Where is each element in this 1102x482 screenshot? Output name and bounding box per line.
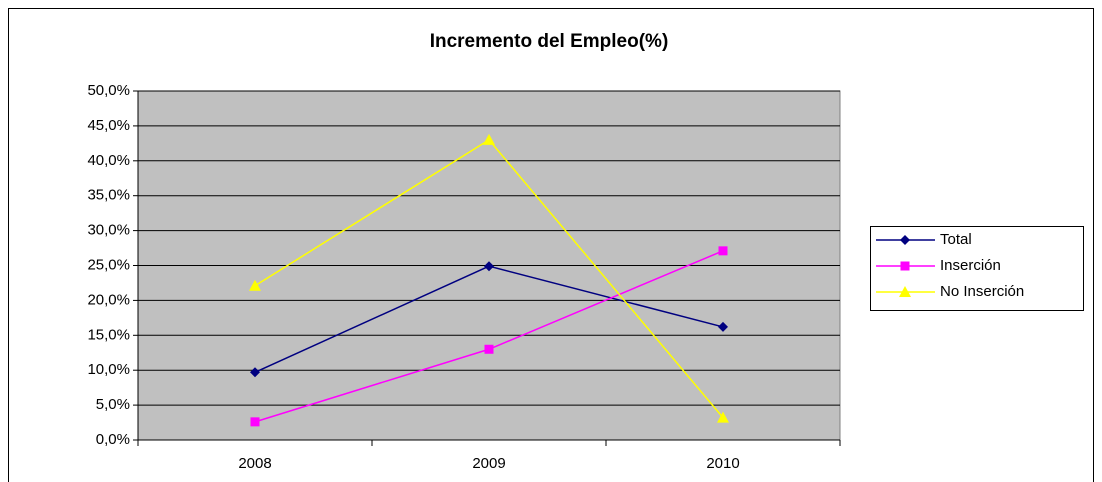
y-tick-label: 50,0% [87, 82, 130, 99]
marker [900, 261, 910, 271]
chart-title: Incremento del Empleo(%) [430, 31, 669, 52]
y-tick-label: 30,0% [87, 222, 130, 239]
y-tick-label: 5,0% [96, 396, 130, 413]
marker [250, 367, 260, 378]
y-tick-label: 10,0% [87, 361, 130, 378]
x-tick-label: 2010 [706, 455, 739, 472]
y-tick-label: 40,0% [87, 152, 130, 169]
marker [899, 286, 911, 297]
marker [249, 279, 261, 291]
marker [717, 411, 729, 423]
marker [484, 344, 494, 354]
marker [250, 417, 260, 427]
y-tick-label: 35,0% [87, 187, 130, 204]
x-tick-label: 2008 [238, 455, 271, 472]
y-tick-label: 0,0% [96, 431, 130, 448]
marker [484, 261, 494, 272]
legend-label: Total [940, 231, 972, 248]
y-tick-label: 25,0% [87, 256, 130, 273]
y-tick-label: 15,0% [87, 326, 130, 343]
marker [483, 133, 495, 145]
marker [718, 246, 728, 256]
marker [900, 235, 910, 245]
legend-label: No Inserción [940, 283, 1024, 300]
y-tick-label: 45,0% [87, 117, 130, 134]
x-tick-label: 2009 [472, 455, 505, 472]
legend-label: Inserción [940, 257, 1001, 274]
marker [718, 321, 728, 332]
y-tick-label: 20,0% [87, 291, 130, 308]
